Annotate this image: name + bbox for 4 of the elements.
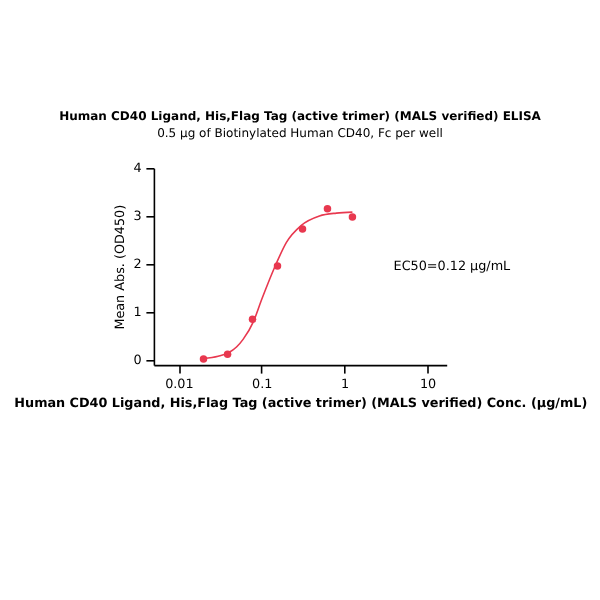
point	[323, 205, 332, 213]
point	[348, 213, 357, 221]
point	[298, 225, 307, 233]
point	[199, 355, 208, 363]
